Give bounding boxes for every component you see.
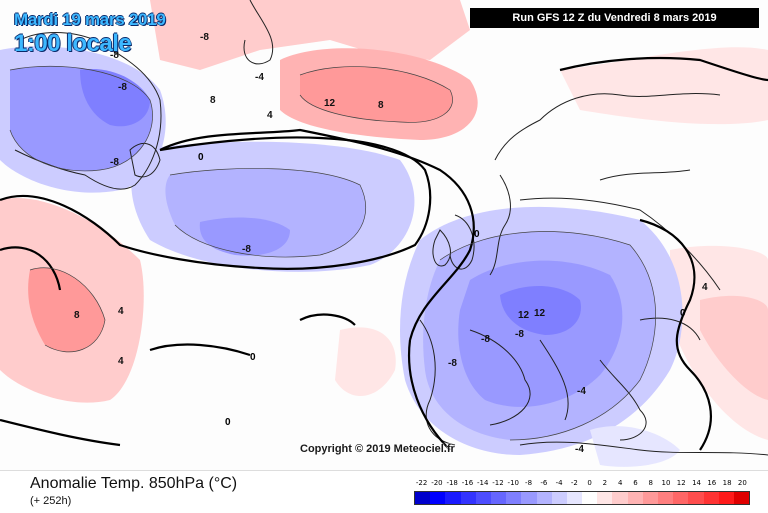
legend-swatch (551, 492, 567, 504)
contour-label: 8 (210, 95, 216, 106)
legend-tick-label: 12 (676, 479, 686, 487)
legend-tick-label: -16 (461, 479, 474, 487)
contour-label: 0 (198, 152, 204, 163)
contour-label: 8 (74, 310, 80, 321)
contour-label: 0 (474, 229, 480, 240)
forecast-time: 1:00 locale (14, 30, 132, 57)
contour-label: -8 (118, 82, 127, 93)
contour-labels: -8 -8 -8 -8 -4 -8 12 8 8 4 8 4 4 0 0 0 0… (74, 32, 708, 455)
legend-tick-label: 0 (587, 479, 592, 487)
legend-swatch (536, 492, 552, 504)
run-info-banner: Run GFS 12 Z du Vendredi 8 mars 2019 (470, 8, 759, 28)
contour-label: 4 (118, 306, 124, 317)
contour-label: -8 (481, 334, 490, 345)
legend-tick-label: -10 (507, 479, 519, 487)
cold-center-europe (500, 285, 581, 335)
warm-region-atlantic (335, 327, 396, 397)
legend-tick-label: 20 (737, 479, 747, 487)
legend-tick-label: 4 (617, 479, 623, 487)
contour-label: -8 (515, 329, 524, 340)
contour-label: -4 (575, 444, 584, 455)
contour-label: -8 (242, 244, 251, 255)
secondary-contours (9, 65, 656, 441)
legend-tick-label: -2 (570, 479, 578, 487)
cold-core-greenland (80, 69, 150, 127)
legend-tick-label: 16 (707, 479, 717, 487)
contour-label: -8 (110, 157, 119, 168)
warm-core-east (700, 295, 768, 400)
legend-swatch (733, 492, 750, 504)
legend-labels: -22 -20 -18 -16 -14 -12 -10 -8 -6 -4 -2 0 2 4 6 8 10 12 14… (414, 479, 750, 489)
legend-color-bar (414, 491, 750, 505)
contour-label: 0 (250, 352, 256, 363)
legend-swatch (658, 492, 674, 504)
contour-label: 0 (225, 417, 231, 428)
legend-swatch (475, 492, 491, 504)
legend-tick-label: -18 (446, 479, 458, 487)
contour-label: 12 (518, 310, 530, 321)
contour-label: -8 (110, 50, 119, 61)
legend-tick-label: 18 (722, 479, 732, 487)
legend-tick-label: -8 (525, 479, 533, 487)
legend-swatch (430, 492, 446, 504)
forecast-date: Mardi 19 mars 2019 (14, 10, 166, 29)
legend-swatch (612, 492, 628, 504)
legend-tick-label: -22 (415, 479, 428, 487)
legend-tick-label: 14 (692, 479, 701, 487)
legend-tick-label: 10 (661, 479, 671, 487)
contour-label: -4 (255, 72, 264, 83)
contour-label: 12 (324, 98, 336, 109)
legend-tick-label: 8 (648, 479, 653, 487)
copyright-text: Copyright © 2019 Meteociel.fr (300, 443, 455, 455)
map-canvas: -8 -8 -8 -8 -4 -8 12 8 8 4 8 4 4 0 0 0 0… (0, 0, 768, 467)
temperature-anomaly-map: -8 -8 -8 -8 -4 -8 12 8 8 4 8 4 4 0 0 0 0… (0, 0, 768, 467)
legend-swatch (627, 492, 643, 504)
contour-label: 12 (534, 308, 546, 319)
legend-swatch (415, 492, 431, 504)
legend-swatch (582, 492, 598, 504)
legend-swatch (460, 492, 476, 504)
legend-swatch (506, 492, 522, 504)
contour-label: 4 (267, 110, 273, 121)
cold-core-atlantic (199, 217, 290, 256)
legend-tick-label: 2 (602, 479, 608, 487)
contour-label: 8 (378, 100, 384, 111)
legend-tick-label: -14 (477, 479, 489, 487)
warm-core-iceland (300, 66, 453, 123)
legend-swatch (521, 492, 537, 504)
color-scale-legend: -22 -20 -18 -16 -14 -12 -10 -8 -6 -4 -2 0 2 4 6 8 10 12 14… (414, 479, 750, 509)
contour-label: -4 (577, 386, 586, 397)
warm-core-west (28, 267, 105, 352)
legend-tick-label: 6 (633, 479, 638, 487)
legend-swatch (566, 492, 583, 504)
legend-tick-label: -20 (431, 479, 443, 487)
contour-label: -8 (448, 358, 457, 369)
legend-swatch (688, 492, 704, 504)
contour-label: -8 (200, 32, 209, 43)
legend-tick-label: -4 (555, 479, 563, 487)
legend-swatch (703, 492, 719, 504)
legend-swatch (490, 492, 507, 504)
contour-label: 4 (702, 282, 708, 293)
map-footer: Anomalie Temp. 850hPa (°C) (+ 252h) -22-… (0, 470, 768, 513)
legend-swatch (718, 492, 734, 504)
legend-tick-label: -12 (492, 479, 504, 487)
contour-label: 0 (680, 308, 686, 319)
legend-tick-label: -6 (540, 479, 548, 487)
legend-swatch (673, 492, 689, 504)
legend-swatch (445, 492, 461, 504)
zero-contours (0, 56, 768, 451)
forecast-lead-time: (+ 252h) (30, 495, 72, 507)
cold-region-mideast (590, 426, 680, 467)
legend-swatch (642, 492, 658, 504)
coastlines (14, 0, 768, 456)
legend-swatch (597, 492, 613, 504)
contour-label: 4 (118, 356, 124, 367)
map-title: Anomalie Temp. 850hPa (°C) (30, 475, 238, 492)
warm-region-ne (560, 47, 768, 125)
